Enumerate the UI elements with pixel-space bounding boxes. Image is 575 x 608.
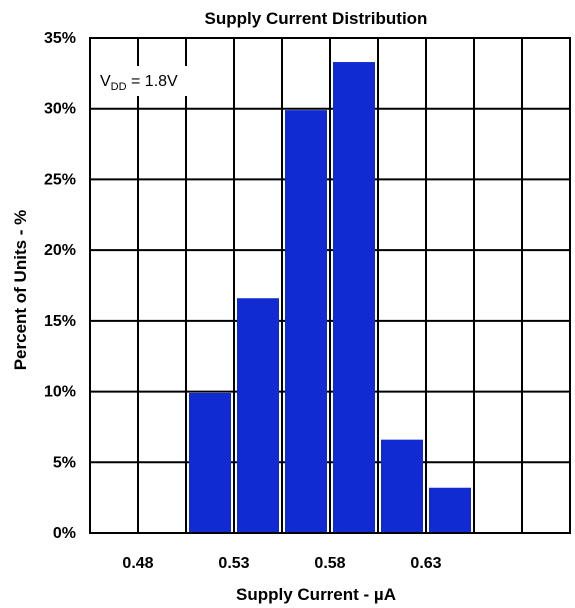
vdd-annotation-rest: = 1.8V — [127, 73, 178, 90]
bar — [285, 110, 327, 533]
x-tick-label: 0.58 — [314, 555, 345, 572]
y-tick-label: 0% — [53, 525, 76, 542]
chart-title: Supply Current Distribution — [205, 9, 428, 28]
annotation-background — [93, 66, 211, 96]
x-tick-layer: 0.48 0.53 0.58 0.63 — [122, 555, 441, 572]
vdd-annotation-sub: DD — [111, 81, 127, 93]
y-tick-label: 35% — [44, 30, 76, 47]
plot-frame — [89, 37, 571, 534]
bar — [429, 487, 471, 533]
y-tick-label: 5% — [53, 454, 76, 471]
y-tick-layer: 0% 5% 10% 15% 20% 25% 30% 35% — [44, 30, 76, 542]
x-tick-label: 0.53 — [218, 555, 249, 572]
axis-layer — [89, 37, 571, 534]
y-tick-label: 20% — [44, 242, 76, 259]
y-tick-label: 25% — [44, 171, 76, 188]
bar — [189, 392, 231, 533]
bar-layer — [189, 62, 471, 534]
bar — [333, 62, 375, 534]
vdd-annotation: VDD = 1.8V — [100, 73, 178, 93]
x-axis-label: Supply Current - µA — [236, 585, 396, 604]
x-tick-label: 0.48 — [122, 555, 153, 572]
bar — [381, 439, 423, 533]
y-tick-label: 30% — [44, 101, 76, 118]
grid-layer — [89, 37, 571, 534]
vdd-annotation-main: V — [100, 73, 111, 90]
y-axis-label: Percent of Units - % — [11, 210, 30, 371]
y-tick-label: 15% — [44, 313, 76, 330]
y-tick-label: 10% — [44, 384, 76, 401]
x-tick-label: 0.63 — [410, 555, 441, 572]
bar — [237, 298, 279, 533]
